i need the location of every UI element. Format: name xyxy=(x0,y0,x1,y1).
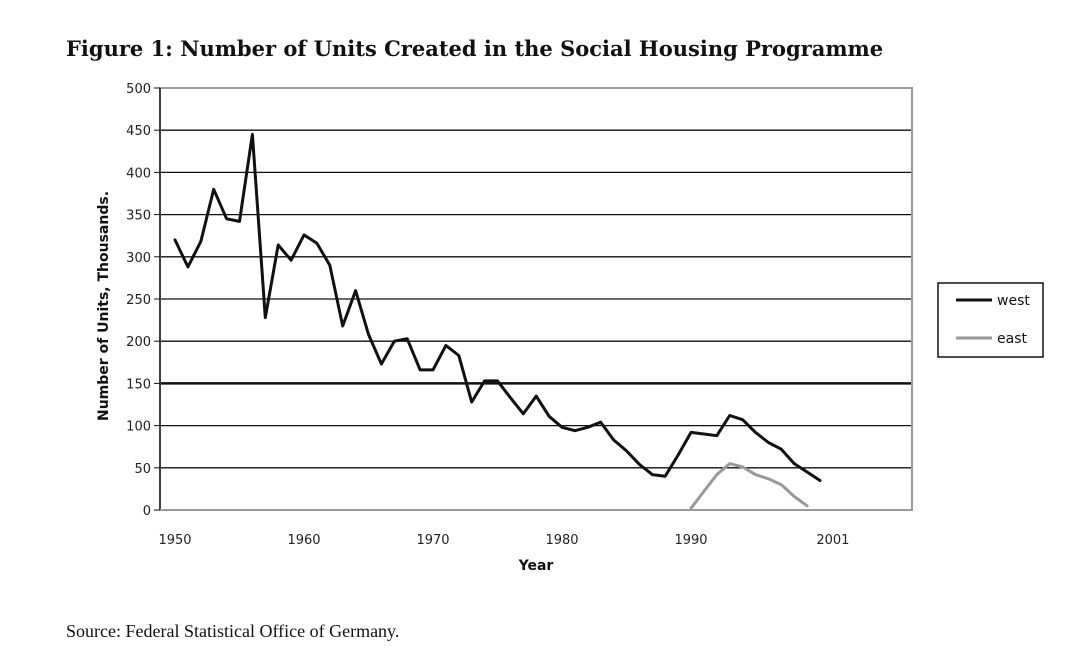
x-tick-label-1990: 1990 xyxy=(674,533,707,548)
source-note: Source: Federal Statistical Office of Ge… xyxy=(66,621,400,641)
y-tick-label-450: 450 xyxy=(126,124,151,139)
y-tick-label-400: 400 xyxy=(126,166,151,181)
x-tick-label-1970: 1970 xyxy=(416,533,449,548)
x-tick-label-1950: 1950 xyxy=(158,533,191,548)
y-tick-label-100: 100 xyxy=(126,420,151,435)
y-tick-label-350: 350 xyxy=(126,209,151,224)
x-tick-label-2001: 2001 xyxy=(816,533,849,548)
series-line-east xyxy=(689,462,809,510)
series-line-west xyxy=(173,132,822,482)
axes: 0 50 100 150 200 250 300 350 400 450 500 1950 1960 19… xyxy=(126,82,912,548)
figure-title: Figure 1: Number of Units Created in the… xyxy=(66,36,884,61)
y-tick-label-200: 200 xyxy=(126,335,151,350)
legend-box xyxy=(937,282,1044,358)
x-axis-title: Year xyxy=(518,558,554,574)
y-tick-label-0: 0 xyxy=(143,504,151,519)
series-lines xyxy=(173,132,822,510)
legend: west east xyxy=(937,282,1044,358)
y-tick-label-300: 300 xyxy=(126,251,151,266)
x-tick-label-1980: 1980 xyxy=(545,533,578,548)
legend-label-east: east xyxy=(997,331,1027,347)
legend-label-west: west xyxy=(997,293,1030,309)
y-tick-label-250: 250 xyxy=(126,293,151,308)
y-axis-title: Number of Units, Thousands. xyxy=(96,191,112,421)
y-tick-label-150: 150 xyxy=(126,377,151,392)
y-tick-label-50: 50 xyxy=(134,462,151,477)
gridlines xyxy=(160,129,912,469)
y-tick-label-500: 500 xyxy=(126,82,151,97)
x-tick-label-1960: 1960 xyxy=(287,533,320,548)
